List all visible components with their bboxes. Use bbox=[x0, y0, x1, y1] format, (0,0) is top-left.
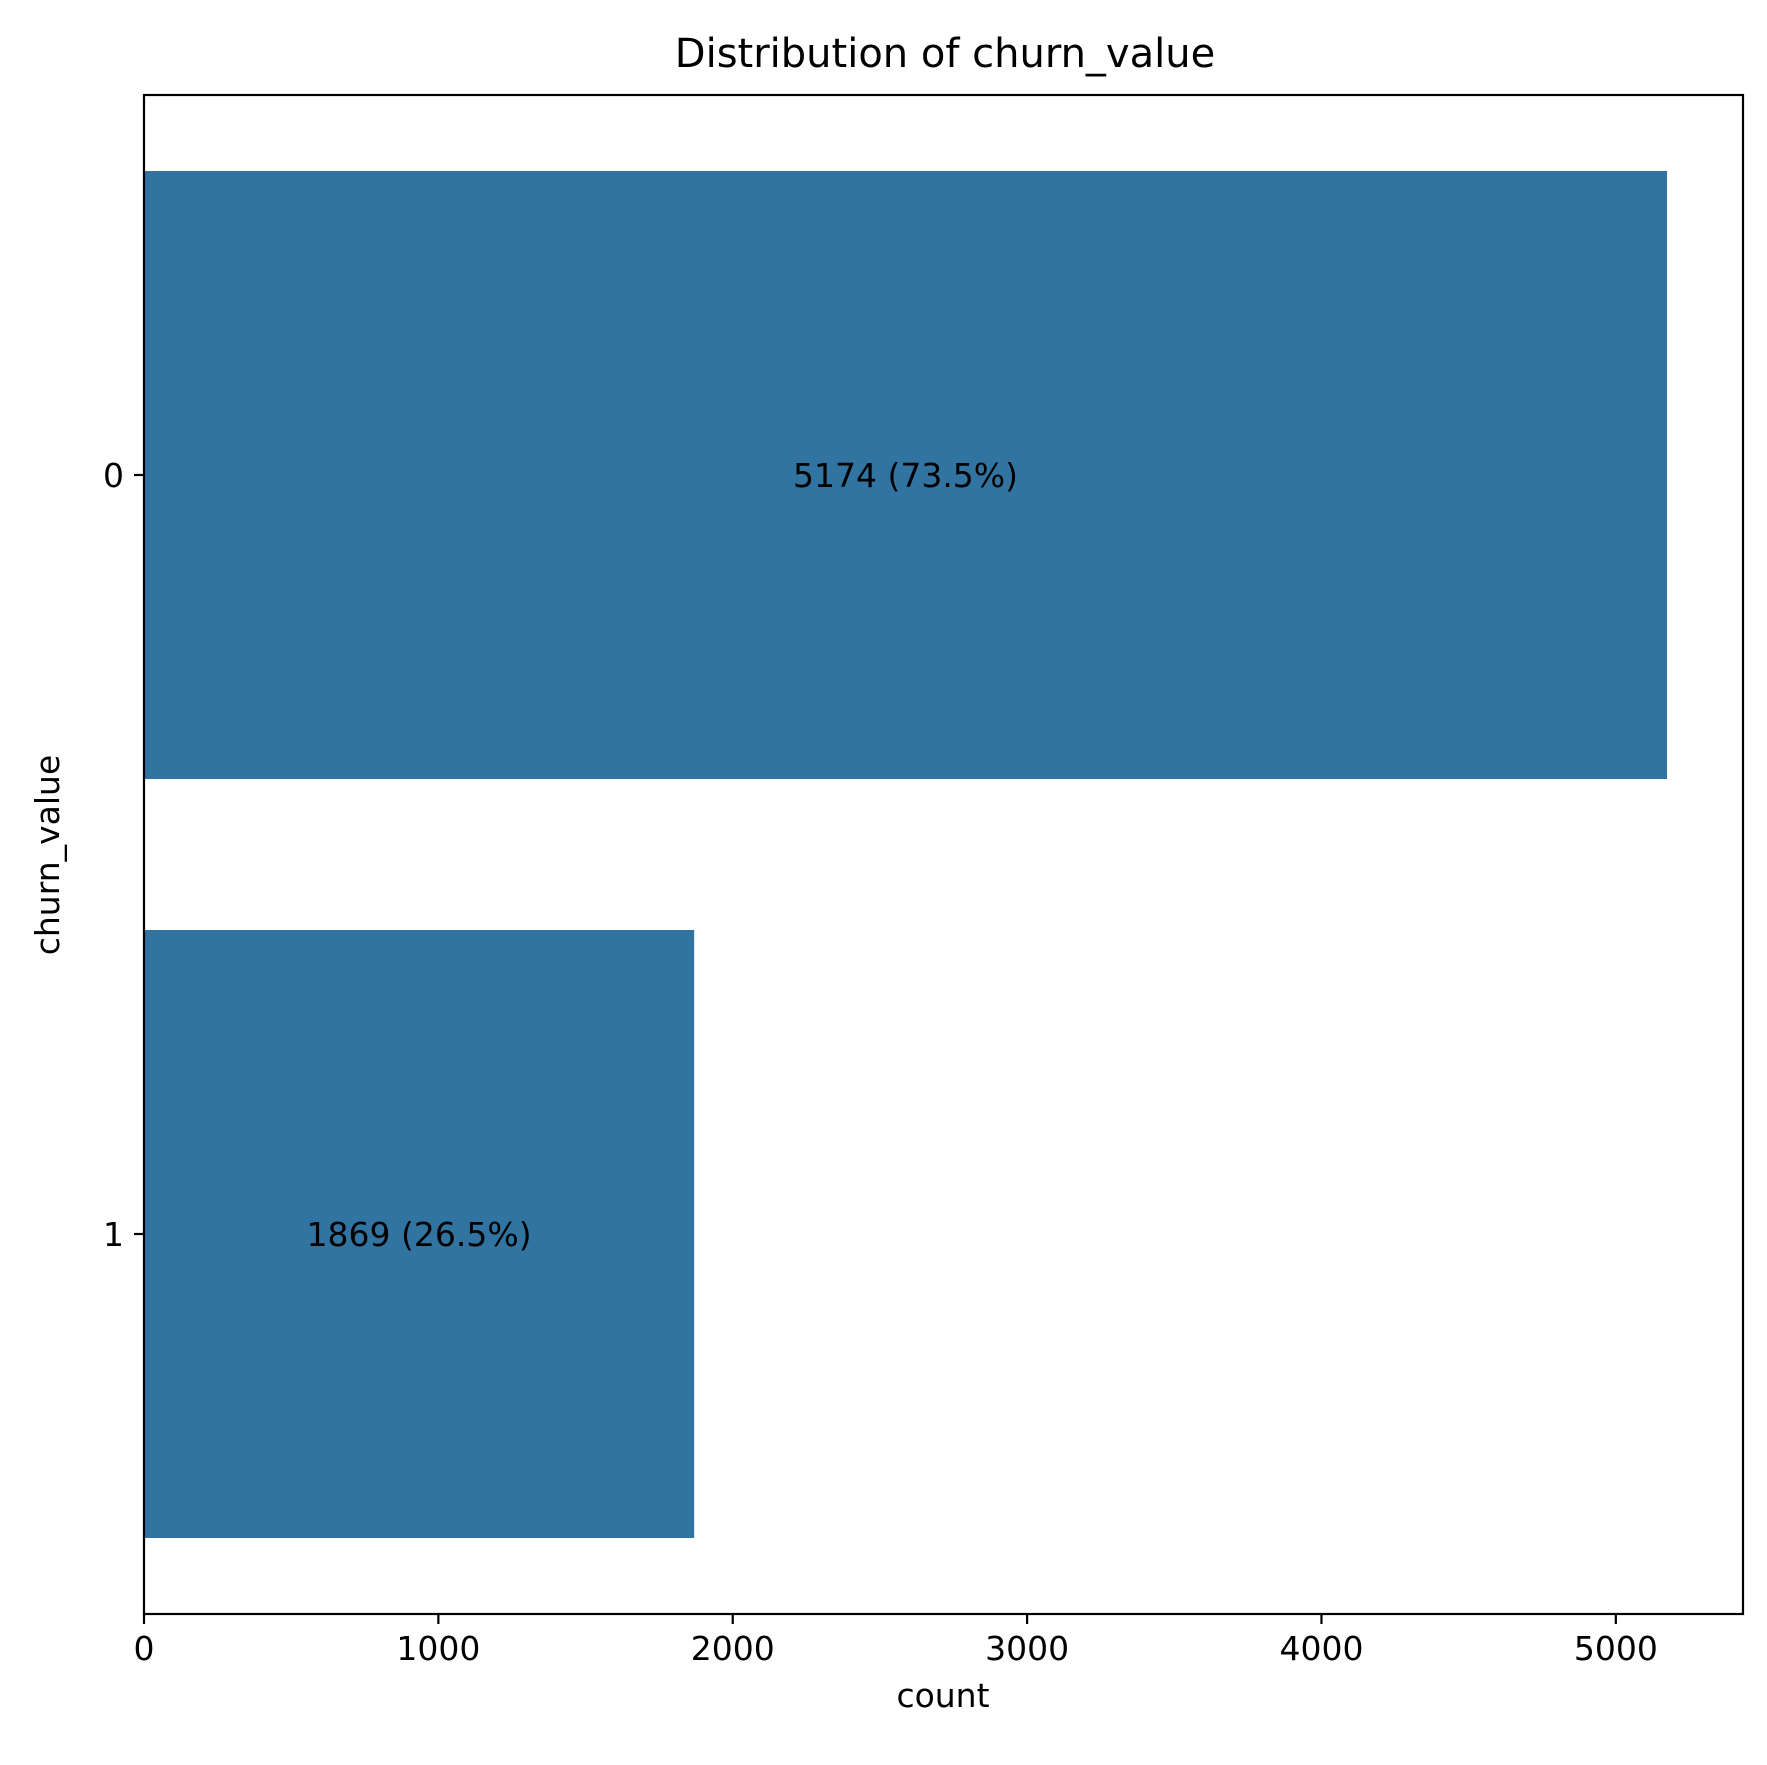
plot-frame bbox=[142, 93, 1745, 1616]
y-axis-label: churn_value bbox=[28, 755, 67, 956]
x-tick-label: 4000 bbox=[1279, 1629, 1363, 1668]
bar-1 bbox=[144, 930, 695, 1538]
x-axis-label: count bbox=[896, 1676, 989, 1715]
y-axis: 01 bbox=[103, 456, 144, 1254]
x-tick-label: 0 bbox=[134, 1629, 155, 1668]
bars-group bbox=[144, 171, 1668, 1538]
x-tick-label: 2000 bbox=[691, 1629, 775, 1668]
y-tick-label: 0 bbox=[103, 456, 124, 495]
chart-title: Distribution of churn_value bbox=[675, 31, 1215, 77]
x-tick-label: 1000 bbox=[396, 1629, 480, 1668]
bar-label-1: 1869 (26.5%) bbox=[307, 1215, 532, 1254]
bar-0 bbox=[144, 171, 1668, 779]
x-axis: 0 1000 2000 3000 4000 5000 bbox=[134, 1614, 1658, 1668]
x-tick-label: 5000 bbox=[1574, 1629, 1658, 1668]
x-tick-label: 3000 bbox=[985, 1629, 1069, 1668]
y-tick-label: 1 bbox=[103, 1215, 124, 1254]
bar-label-0: 5174 (73.5%) bbox=[793, 456, 1018, 495]
bar-labels-group: 5174 (73.5%) 1869 (26.5%) bbox=[307, 456, 1019, 1254]
